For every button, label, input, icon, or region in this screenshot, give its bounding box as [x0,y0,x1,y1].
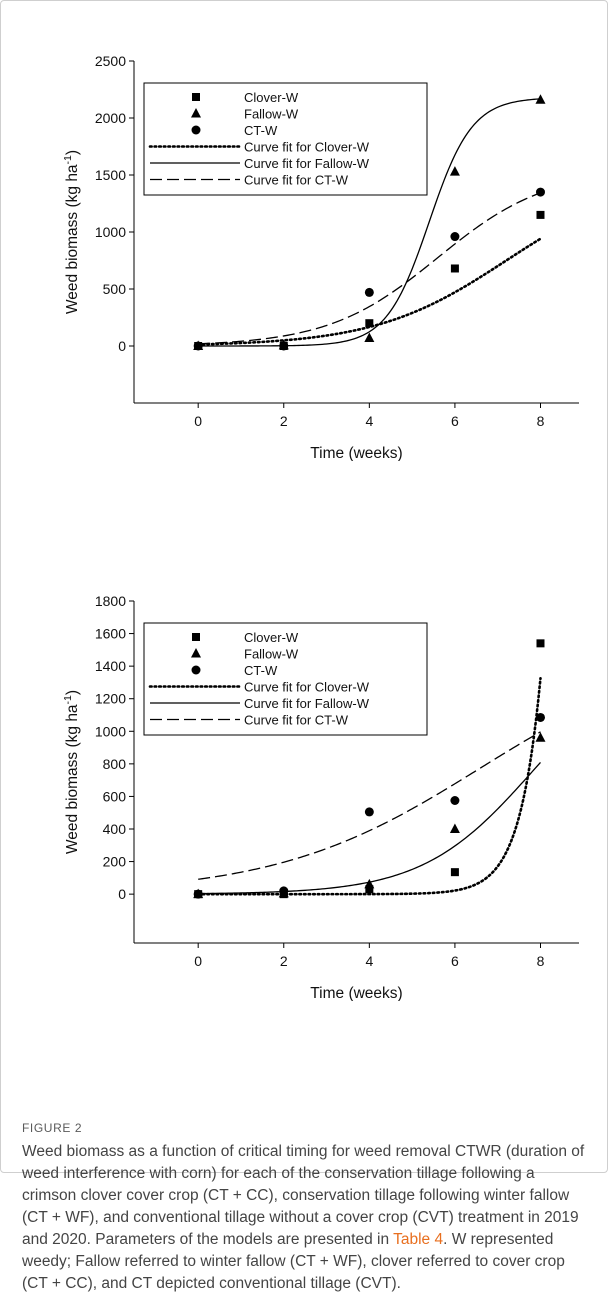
legend-label: Curve fit for Clover-W [244,680,370,695]
y-tick-label: 600 [103,788,127,804]
x-tick-label: 2 [280,953,288,969]
curve-fit-line [198,192,541,345]
data-point [450,796,460,805]
y-tick-label: 1800 [95,593,126,609]
y-axis-label: Weed biomass (kg ha-1) [62,150,81,314]
data-point [279,886,289,896]
x-tick-label: 4 [365,413,373,429]
data-point [365,319,374,328]
x-tick-label: 0 [194,413,202,429]
y-tick-label: 0 [118,338,126,354]
legend-marker [192,93,200,101]
data-point [193,889,203,899]
data-point [536,210,545,219]
y-tick-label: 2000 [95,110,126,126]
legend-marker [191,648,201,658]
y-tick-label: 1000 [95,224,126,240]
legend-label: CT-W [244,123,278,138]
y-tick-label: 1500 [95,167,126,183]
curve-fit-line [196,676,542,896]
data-point [449,166,460,176]
legend-label: Fallow-W [244,107,299,122]
data-point [364,332,375,343]
y-tick-label: 2500 [95,53,126,69]
x-tick-label: 6 [451,413,459,429]
y-tick-label: 1000 [95,723,126,739]
data-point [364,878,375,889]
x-axis-label: Time (weeks) [310,985,402,1001]
figure-caption: FIGURE 2 Weed biomass as a function of c… [22,1121,592,1295]
data-point [193,341,203,351]
figure-label: FIGURE 2 [22,1121,83,1135]
y-tick-label: 400 [103,821,127,837]
data-point [449,823,460,833]
legend-label: Curve fit for CT-W [244,173,349,188]
y-tick-label: 0 [118,886,126,902]
legend-label: Curve fit for Fallow-W [244,156,370,171]
chart-2020: 0 200 400 600 800 1000 1200 1400 1600 1800 0 2 4 6 8 Ti… [62,593,579,1001]
data-point [536,639,545,648]
legend-marker [191,125,201,135]
data-point [279,341,289,351]
legend-box [143,622,428,736]
legend-marker [191,108,201,118]
legend-label: Clover-W [244,630,299,645]
x-tick-label: 2 [280,413,288,429]
x-tick-label: 8 [537,953,545,969]
curve-fit-line [198,98,541,347]
y-tick-label: 500 [103,281,127,297]
data-point [535,94,546,104]
y-axis-label: Weed biomass (kg ha-1) [62,690,81,854]
legend-label: Curve fit for CT-W [244,713,349,728]
legend-marker [191,665,201,675]
data-point [535,712,545,722]
legend-marker [192,633,200,641]
data-point [450,868,459,877]
data-point [365,885,374,894]
data-point [364,807,374,817]
curve-fit-line [198,731,541,880]
y-tick-label: 1200 [95,691,126,707]
legend-box [143,82,428,196]
data-point [450,264,459,273]
x-tick-label: 8 [537,413,545,429]
y-tick-label: 1400 [95,658,126,674]
x-axis-label: Time (weeks) [310,445,402,461]
y-tick-label: 200 [103,854,127,870]
chart-2019: 0 500 1000 1500 2000 2500 0 2 4 6 8 Time (weeks) Wee… [62,53,579,461]
legend-label: Curve fit for Fallow-W [244,696,370,711]
y-tick-label: 800 [103,756,127,772]
y-tick-label: 1600 [95,626,126,642]
data-point [450,232,460,242]
legend-label: Clover-W [244,90,299,105]
legend-label: Fallow-W [244,647,299,662]
data-point [535,187,545,197]
x-tick-label: 0 [194,953,202,969]
x-tick-label: 6 [451,953,459,969]
legend-label: Curve fit for Clover-W [244,140,370,155]
data-point [364,287,374,297]
caption-text: Weed biomass as a function of critical t… [22,1141,592,1295]
legend-label: CT-W [244,663,278,678]
table-4-link[interactable]: Table 4 [393,1231,444,1248]
x-tick-label: 4 [365,953,373,969]
data-point [535,732,546,742]
